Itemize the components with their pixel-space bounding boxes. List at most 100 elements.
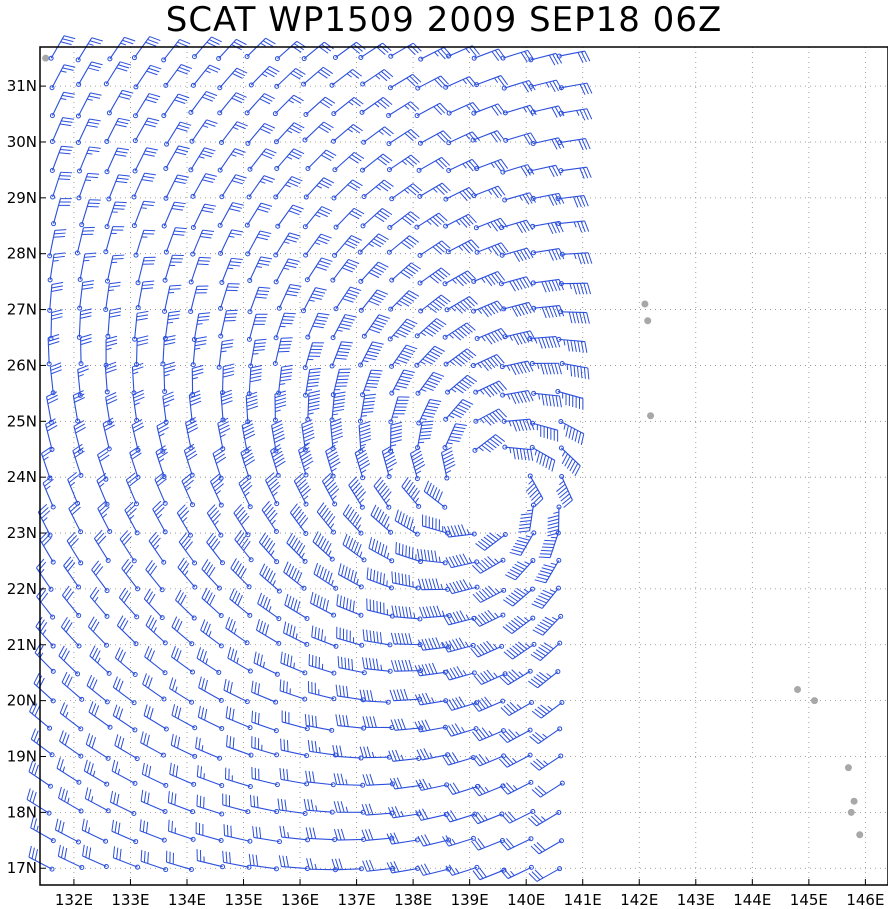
wind-barb <box>387 318 418 342</box>
wind-barb <box>219 174 247 200</box>
wind-barb <box>46 333 60 367</box>
wind-barb <box>387 73 422 91</box>
wind-barb <box>164 121 192 147</box>
wind-barb <box>245 391 259 425</box>
wind-barb <box>501 418 535 432</box>
wind-barb <box>63 556 81 590</box>
wind-barb <box>530 640 563 661</box>
wind-barb <box>329 418 344 452</box>
wind-barb <box>556 50 591 63</box>
wind-barb <box>474 327 509 345</box>
wind-barb <box>414 719 448 733</box>
wind-barb <box>89 645 112 676</box>
wind-barb <box>143 704 169 732</box>
wind-barb <box>417 578 451 592</box>
wind-barb <box>370 504 394 535</box>
wind-barb <box>389 183 423 202</box>
wind-barb <box>241 419 256 454</box>
wind-barb <box>124 501 140 536</box>
wind-barb <box>220 363 235 396</box>
wind-barb <box>499 836 534 851</box>
wind-barb <box>330 368 351 398</box>
wind-barb <box>337 656 367 676</box>
wind-barb <box>195 822 224 844</box>
wind-barb <box>417 240 451 258</box>
wind-barb <box>201 559 222 591</box>
wind-barb <box>257 592 282 622</box>
wind-barb <box>217 148 246 173</box>
wind-barb <box>558 281 592 295</box>
wind-barb <box>528 866 563 882</box>
wind-barb <box>337 563 364 590</box>
wind-barb <box>443 524 477 538</box>
chart-title: SCAT WP1509 2009 SEP18 06Z <box>165 0 723 40</box>
wind-barb <box>167 791 196 815</box>
wind-barb <box>390 659 424 674</box>
wind-barb <box>217 417 231 452</box>
wind-barb <box>304 257 333 283</box>
wind-barb <box>336 594 364 618</box>
wind-barb <box>218 229 244 256</box>
wind-barb <box>300 287 327 314</box>
wind-barb <box>104 201 127 230</box>
wind-barb <box>417 267 451 286</box>
wind-barb <box>502 192 537 205</box>
wind-barb <box>255 618 282 646</box>
wind-barb <box>280 738 310 759</box>
y-tick-label: 25N <box>7 412 37 430</box>
wind-barb <box>104 147 130 175</box>
wind-barb <box>503 586 535 607</box>
wind-barb <box>358 341 384 368</box>
wind-barb <box>498 276 533 292</box>
wind-barb <box>417 182 451 199</box>
wind-barb <box>229 588 253 618</box>
wind-barb <box>305 149 337 172</box>
wind-barb <box>499 360 534 376</box>
wind-barb <box>107 36 136 62</box>
wind-barb <box>49 117 75 144</box>
wind-barb <box>188 147 216 173</box>
wind-barb <box>474 75 509 88</box>
wind-barb <box>106 89 134 116</box>
wind-barb <box>414 345 445 368</box>
wind-barb <box>362 657 393 674</box>
wind-barb <box>416 748 451 761</box>
x-tick-label: 140E <box>507 891 545 909</box>
wind-barb <box>360 69 394 87</box>
wind-barb <box>76 308 92 340</box>
wind-barb <box>111 759 138 786</box>
wind-barb <box>409 447 426 482</box>
wind-barb <box>106 174 130 202</box>
wind-barb <box>93 529 111 564</box>
wind-barb <box>252 826 282 845</box>
wind-barb <box>362 859 396 872</box>
wind-barbs <box>26 35 593 882</box>
wind-barb <box>531 780 565 798</box>
wind-barb <box>471 185 506 199</box>
x-tick-label: 145E <box>790 891 828 909</box>
wind-barb <box>336 626 365 648</box>
wind-barb <box>162 361 176 395</box>
wind-barb <box>342 533 367 563</box>
wind-barb <box>391 605 423 622</box>
wind-barb <box>47 252 66 283</box>
wind-barb <box>81 818 109 844</box>
wind-barb <box>280 651 308 676</box>
wind-barb <box>386 154 420 173</box>
wind-barb <box>131 36 161 61</box>
wind-barb <box>225 767 253 790</box>
wind-barb <box>163 174 189 201</box>
wind-barb <box>503 641 537 660</box>
wind-barb <box>58 786 84 814</box>
wind-barb <box>133 64 162 90</box>
wind-barb <box>360 153 393 173</box>
wind-barb <box>103 281 121 312</box>
wind-barb <box>238 475 253 510</box>
wind-barb <box>251 736 280 758</box>
wind-barb <box>82 844 109 870</box>
wind-barb <box>274 40 307 62</box>
wind-barb <box>445 553 480 569</box>
x-tick-label: 138E <box>394 891 432 909</box>
wind-barb <box>303 367 322 398</box>
wind-barb <box>395 542 424 565</box>
